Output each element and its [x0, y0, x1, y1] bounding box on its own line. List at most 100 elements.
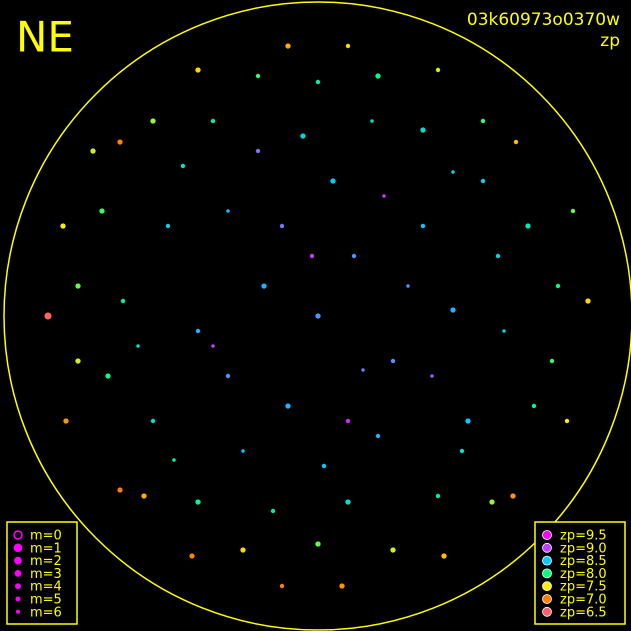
- size-legend-label: m=2: [30, 554, 62, 569]
- color-legend-marker: [542, 581, 552, 592]
- star-point: [300, 133, 306, 139]
- color-legend-label: zp=8.0: [560, 567, 607, 582]
- star-point: [450, 307, 456, 313]
- star-point: [564, 418, 570, 424]
- star-point: [451, 170, 455, 174]
- star-point: [270, 508, 276, 514]
- star-point: [44, 312, 52, 320]
- star-point: [75, 283, 81, 289]
- size-legend-label: m=6: [30, 605, 62, 620]
- star-point: [165, 223, 171, 229]
- star-point: [549, 358, 555, 364]
- star-point: [241, 449, 245, 453]
- star-point: [285, 403, 291, 409]
- star-point: [99, 208, 105, 214]
- star-point: [370, 119, 374, 123]
- star-point: [136, 344, 140, 348]
- star-point: [150, 118, 156, 124]
- star-point: [225, 373, 231, 379]
- star-point: [117, 487, 123, 493]
- color-label: zp: [600, 31, 620, 51]
- star-point: [315, 541, 321, 547]
- star-point: [180, 163, 186, 169]
- size-legend-marker: [13, 530, 23, 540]
- size-legend-label: m=4: [30, 580, 62, 595]
- star-point: [63, 418, 69, 424]
- star-point: [117, 139, 123, 145]
- star-point: [330, 178, 336, 184]
- color-legend-label: zp=9.5: [560, 529, 607, 544]
- star-point: [345, 418, 351, 424]
- star-point: [375, 433, 381, 439]
- size-legend-marker: [14, 556, 22, 565]
- size-legend-marker: [13, 543, 23, 553]
- star-point: [345, 43, 351, 49]
- size-legend-label: m=5: [30, 593, 62, 608]
- star-point: [351, 253, 357, 259]
- star-point: [75, 358, 81, 364]
- size-legend-marker: [15, 596, 21, 602]
- star-point: [495, 253, 501, 259]
- star-point: [531, 403, 537, 409]
- star-point: [226, 209, 230, 213]
- star-point: [513, 139, 519, 145]
- star-point: [435, 67, 441, 73]
- color-legend-label: zp=9.0: [560, 541, 607, 556]
- star-point: [361, 368, 365, 372]
- star-point: [382, 194, 386, 198]
- color-legend-label: zp=7.0: [560, 593, 607, 608]
- star-point: [555, 283, 561, 289]
- star-point: [309, 253, 315, 259]
- color-legend-label: zp=6.5: [560, 605, 607, 620]
- star-point: [406, 284, 410, 288]
- star-point: [525, 223, 531, 229]
- star-point: [345, 499, 351, 505]
- star-point: [172, 458, 176, 462]
- star-point: [441, 553, 447, 559]
- color-legend-marker: [542, 606, 552, 617]
- star-point: [435, 493, 441, 499]
- star-point: [502, 329, 506, 333]
- star-point: [480, 178, 486, 184]
- star-point: [141, 493, 147, 499]
- color-legend-marker: [542, 594, 552, 604]
- star-point: [150, 418, 156, 424]
- star-point: [459, 448, 465, 454]
- color-legend-label: zp=7.5: [560, 580, 607, 595]
- star-point: [339, 583, 345, 589]
- star-point: [570, 208, 576, 214]
- star-point: [195, 67, 201, 73]
- color-legend-marker: [542, 555, 552, 566]
- color-legend-marker: [542, 568, 552, 579]
- star-point: [90, 148, 96, 154]
- star-point: [261, 283, 267, 289]
- star-point: [390, 358, 396, 364]
- star-point: [255, 148, 261, 154]
- star-point: [255, 73, 261, 79]
- star-point: [279, 583, 285, 589]
- star-point: [430, 374, 434, 378]
- star-point: [211, 344, 215, 348]
- size-legend-marker: [14, 570, 22, 577]
- star-point: [195, 328, 201, 334]
- star-point: [465, 418, 471, 424]
- star-point: [585, 298, 591, 304]
- star-point: [375, 73, 381, 79]
- star-point: [210, 118, 216, 124]
- star-point: [321, 463, 327, 469]
- star-point: [195, 499, 201, 505]
- star-point: [120, 298, 126, 304]
- star-point: [420, 127, 426, 133]
- size-legend-label: m=1: [30, 541, 62, 556]
- horizon-circle: [3, 1, 631, 631]
- color-legend-marker: [542, 542, 552, 553]
- star-point: [285, 43, 291, 49]
- star-point: [279, 223, 285, 229]
- star-point: [189, 553, 195, 559]
- star-point: [480, 118, 486, 124]
- star-point: [315, 79, 321, 85]
- star-point: [315, 313, 321, 319]
- chart-title: NE: [16, 13, 74, 62]
- size-legend-label: m=0: [30, 529, 62, 544]
- star-point: [420, 223, 426, 229]
